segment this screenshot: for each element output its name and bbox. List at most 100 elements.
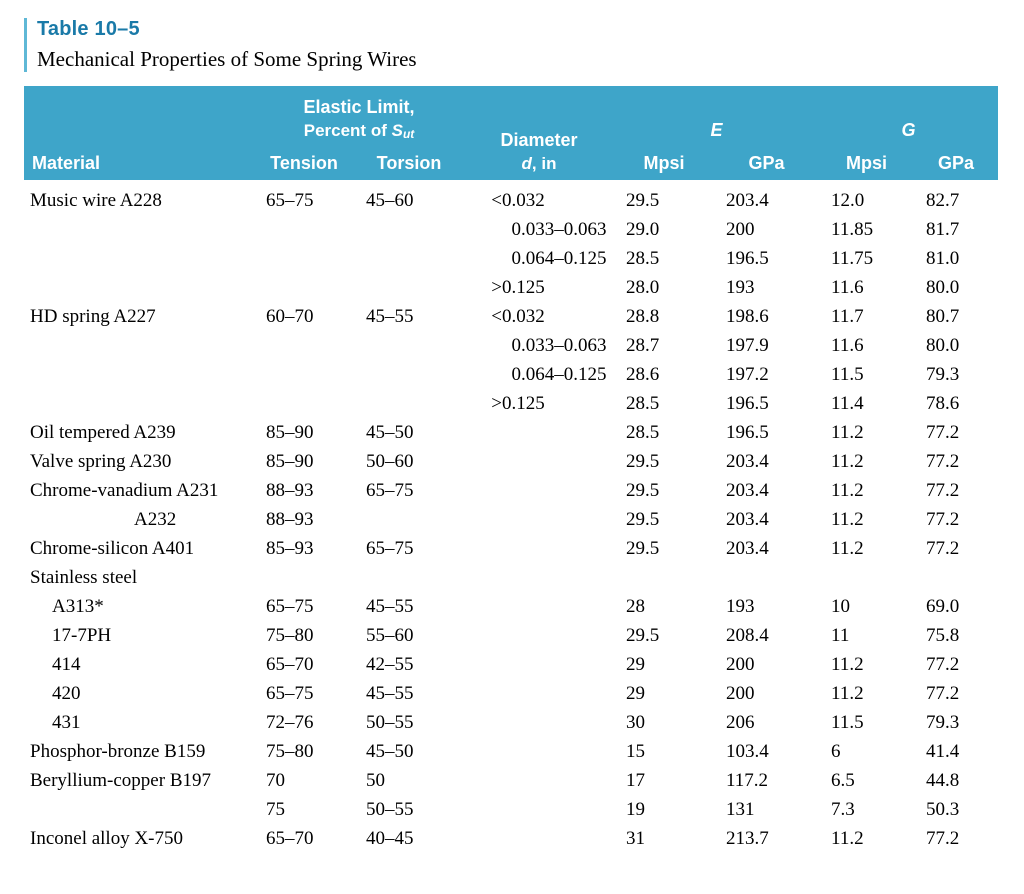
cell-g-mpsi: 11.6: [819, 332, 914, 361]
table-row: A313*65–7545–55281931069.0: [24, 593, 998, 622]
diameter-sym: d: [522, 154, 532, 173]
cell-tension: 75–80: [254, 622, 354, 651]
cell-material: [24, 796, 254, 825]
cell-e-mpsi: 30: [614, 709, 714, 738]
cell-g-mpsi: 7.3: [819, 796, 914, 825]
table-row: 7550–55191317.350.3: [24, 796, 998, 825]
cell-tension: [254, 216, 354, 245]
cell-diameter: 0.032: [464, 303, 614, 332]
cell-g-gpa: 77.2: [914, 419, 998, 448]
cell-material: [24, 390, 254, 419]
cell-e-gpa: 206: [714, 709, 819, 738]
table-body: Music wire A22865–7545–600.03229.5203.41…: [24, 180, 998, 854]
cell-e-mpsi: 28.6: [614, 361, 714, 390]
cell-material: [24, 332, 254, 361]
cell-g-gpa: 78.6: [914, 390, 998, 419]
cell-tension: 65–75: [254, 593, 354, 622]
cell-g-gpa: 82.7: [914, 180, 998, 216]
cell-tension: 88–93: [254, 506, 354, 535]
cell-tension: 75: [254, 796, 354, 825]
cell-e-gpa: 196.5: [714, 419, 819, 448]
cell-torsion: 55–60: [354, 622, 464, 651]
elastic-line1: Elastic Limit,: [303, 97, 414, 117]
cell-diameter: [464, 651, 614, 680]
cell-g-mpsi: 11.6: [819, 274, 914, 303]
cell-e-gpa: 197.2: [714, 361, 819, 390]
cell-tension: [254, 390, 354, 419]
cell-tension: 85–90: [254, 419, 354, 448]
cell-e-gpa: 203.4: [714, 180, 819, 216]
cell-torsion: 65–75: [354, 535, 464, 564]
col-tension: Tension: [254, 148, 354, 181]
cell-g-mpsi: 11.7: [819, 303, 914, 332]
cell-e-gpa: 200: [714, 680, 819, 709]
table-row: Inconel alloy X-75065–7040–4531213.711.2…: [24, 825, 998, 854]
cell-e-mpsi: 29.5: [614, 622, 714, 651]
cell-e-gpa: 200: [714, 651, 819, 680]
cell-material: Stainless steel: [24, 564, 254, 593]
cell-material: Beryllium-copper B197: [24, 767, 254, 796]
diameter-line1: Diameter: [500, 130, 577, 150]
cell-diameter: [464, 535, 614, 564]
cell-e-mpsi: [614, 564, 714, 593]
cell-e-gpa: 193: [714, 593, 819, 622]
cell-material: [24, 361, 254, 390]
cell-e-mpsi: 17: [614, 767, 714, 796]
cell-diameter: 0.064–0.125: [464, 245, 614, 274]
cell-diameter: 0.033–0.063: [464, 332, 614, 361]
cell-g-gpa: 41.4: [914, 738, 998, 767]
table-caption: Mechanical Properties of Some Spring Wir…: [37, 47, 998, 72]
cell-material: [24, 274, 254, 303]
col-e-mpsi: Mpsi: [614, 148, 714, 181]
table-row: A23288–9329.5203.411.277.2: [24, 506, 998, 535]
cell-diameter: [464, 767, 614, 796]
cell-e-gpa: 203.4: [714, 477, 819, 506]
col-g-gpa: GPa: [914, 148, 998, 181]
cell-e-gpa: 203.4: [714, 506, 819, 535]
table-row: Chrome-vanadium A23188–9365–7529.5203.41…: [24, 477, 998, 506]
cell-g-gpa: 79.3: [914, 361, 998, 390]
cell-torsion: 50–55: [354, 796, 464, 825]
cell-tension: 85–90: [254, 448, 354, 477]
cell-g-gpa: 77.2: [914, 448, 998, 477]
cell-e-gpa: 208.4: [714, 622, 819, 651]
table-row: 41465–7042–552920011.277.2: [24, 651, 998, 680]
cell-e-mpsi: 28.8: [614, 303, 714, 332]
cell-material: [24, 245, 254, 274]
cell-g-mpsi: 10: [819, 593, 914, 622]
cell-g-mpsi: 11.75: [819, 245, 914, 274]
cell-torsion: [354, 216, 464, 245]
cell-g-gpa: 80.7: [914, 303, 998, 332]
cell-material: Chrome-silicon A401: [24, 535, 254, 564]
cell-tension: [254, 245, 354, 274]
cell-g-mpsi: 11: [819, 622, 914, 651]
cell-g-mpsi: 11.4: [819, 390, 914, 419]
table-row: Valve spring A23085–9050–6029.5203.411.2…: [24, 448, 998, 477]
cell-g-gpa: 50.3: [914, 796, 998, 825]
table-row: Oil tempered A23985–9045–5028.5196.511.2…: [24, 419, 998, 448]
col-e-gpa: GPa: [714, 148, 819, 181]
cell-torsion: 40–45: [354, 825, 464, 854]
cell-e-mpsi: 28.5: [614, 419, 714, 448]
cell-torsion: [354, 361, 464, 390]
cell-e-gpa: 103.4: [714, 738, 819, 767]
cell-material: [24, 216, 254, 245]
cell-e-mpsi: 29.5: [614, 477, 714, 506]
cell-torsion: 45–55: [354, 593, 464, 622]
cell-g-mpsi: 12.0: [819, 180, 914, 216]
cell-diameter: [464, 709, 614, 738]
cell-g-mpsi: 11.2: [819, 825, 914, 854]
cell-diameter: 0.125: [464, 274, 614, 303]
cell-torsion: [354, 390, 464, 419]
cell-torsion: 50–55: [354, 709, 464, 738]
cell-e-gpa: 200: [714, 216, 819, 245]
cell-material: Music wire A228: [24, 180, 254, 216]
cell-g-mpsi: 11.85: [819, 216, 914, 245]
cell-tension: 65–70: [254, 651, 354, 680]
colgroup-g-modulus: G: [819, 86, 998, 148]
cell-g-mpsi: 11.5: [819, 709, 914, 738]
cell-e-gpa: 198.6: [714, 303, 819, 332]
cell-material: Chrome-vanadium A231: [24, 477, 254, 506]
col-torsion: Torsion: [354, 148, 464, 181]
cell-torsion: [354, 506, 464, 535]
